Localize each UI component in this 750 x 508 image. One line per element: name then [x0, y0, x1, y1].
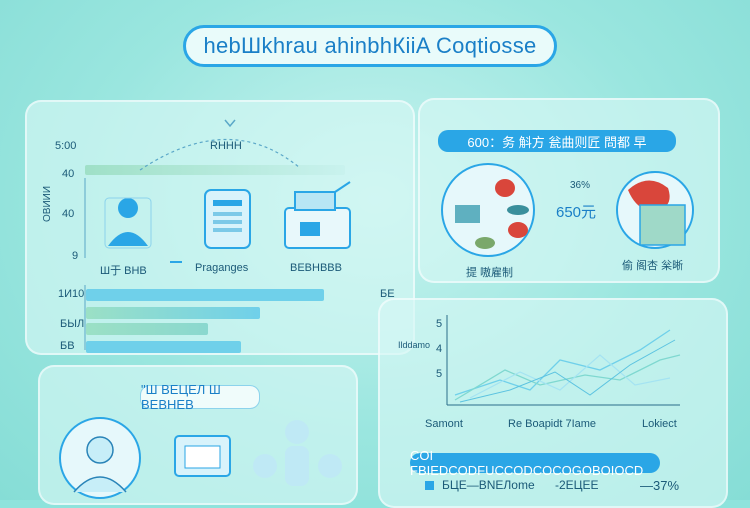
- down-arrow-icon: [224, 119, 236, 128]
- left-bottom-banner-text: "Ш ВЕЦЕЛ Ш ВЕВНЕВ: [141, 382, 221, 412]
- bowl-icon: [455, 205, 480, 223]
- top-bar: [85, 165, 345, 175]
- meat-icon: [495, 179, 515, 197]
- bottom-banner: COI FBIEDCODFUCCODCOCOGOBOIOCD: [410, 448, 660, 478]
- bar-label: БВ: [60, 340, 75, 352]
- value-label: 650元: [556, 204, 597, 221]
- bulb-icon: [285, 420, 309, 444]
- axis-label: 40: [62, 208, 75, 220]
- series-line: [454, 329, 671, 396]
- box-icon: [639, 204, 686, 246]
- page-title: hebШkhrau ahinbhКiiA Coqtiosse: [203, 33, 537, 58]
- bar-label: 1И10: [58, 288, 85, 300]
- y-axis-label: Ilddamo: [398, 340, 431, 350]
- fish-icon: [507, 205, 529, 215]
- top-label: RНHH: [210, 140, 242, 152]
- caption-right: 偷 阁杏 枀晰: [622, 260, 684, 272]
- bottom-banner-text: COI FBIEDCODFUCCODCOCOGOBOIOCD: [410, 448, 644, 478]
- footer-mid: -2ЕЦЕЕ: [555, 478, 599, 492]
- hbar: [86, 323, 208, 335]
- y-tick: 4: [436, 343, 443, 355]
- monitor-screen-icon: [184, 445, 221, 469]
- icon-label: Praganges: [195, 262, 249, 274]
- series-line: [459, 339, 676, 403]
- icon-label: ВЕВНВВВ: [290, 262, 342, 274]
- percent-label: 36%: [570, 180, 591, 191]
- hbar: [86, 307, 260, 319]
- left-bottom-banner: "Ш ВЕЦЕЛ Ш ВЕВНЕВ: [140, 382, 260, 412]
- series-line: [454, 354, 681, 401]
- bubble-icon: [253, 454, 277, 478]
- bar-right-label: БЕ: [380, 288, 395, 300]
- y-tick: 5: [436, 318, 443, 330]
- x-label: Samont: [425, 418, 463, 430]
- figure-icon: [285, 446, 309, 486]
- y-tick: 5: [436, 368, 443, 380]
- bean-icon: [475, 237, 495, 249]
- series-line: [469, 354, 671, 399]
- hbar: [86, 289, 324, 301]
- legend-square-icon: [425, 481, 434, 490]
- caption-left: 提 嗷雇制: [466, 267, 514, 279]
- axis-label: 40: [62, 168, 75, 180]
- axis-label: 5:00: [55, 140, 77, 152]
- x-label: Re Boapidt 7Iame: [508, 418, 597, 430]
- title-pill: hebШkhrau ahinbhКiiA Coqtiosse: [183, 25, 557, 67]
- axis-label: 9: [72, 250, 79, 262]
- doctor-head-icon: [86, 436, 114, 464]
- header-text: 600：务 斛方 瓮曲则匠 問都 早: [467, 134, 647, 150]
- footer-left: БЦЕ―ВNEЛome: [442, 478, 535, 492]
- x-label: Lokiect: [642, 418, 677, 430]
- document-icon: [204, 189, 251, 249]
- bubble-icon: [318, 454, 342, 478]
- person-icon: [104, 197, 152, 249]
- header-banner: 600：务 斛方 瓮曲则匠 問都 早: [438, 130, 676, 152]
- icon-label: Ш于 ВНВ: [100, 265, 147, 277]
- doctor-body-icon: [73, 476, 127, 493]
- hbar: [86, 341, 241, 353]
- crab-icon: [628, 180, 670, 211]
- bar-label: БЫЛ: [60, 318, 85, 330]
- curve-arrow: [139, 138, 301, 171]
- machine-icon: [284, 181, 351, 249]
- tomato-icon: [508, 222, 528, 238]
- footer-right: ―37%: [640, 478, 680, 493]
